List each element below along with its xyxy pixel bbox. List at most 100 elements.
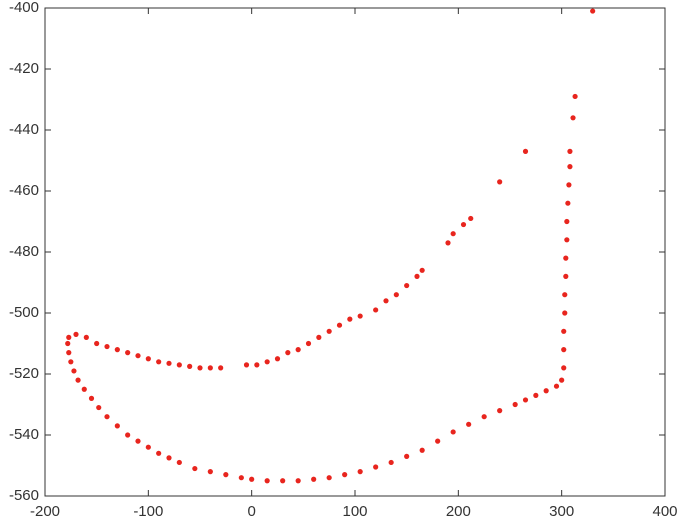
point (218, 365, 224, 371)
point (96, 404, 102, 411)
point (566, 182, 572, 188)
point (83, 334, 89, 340)
point (533, 392, 539, 398)
point (522, 148, 529, 154)
point (176, 362, 182, 368)
point (145, 444, 151, 450)
point (450, 231, 456, 237)
point (522, 397, 529, 403)
point (66, 350, 72, 356)
point (561, 328, 567, 334)
point (135, 438, 141, 444)
x-tick-label: 100 (342, 503, 367, 520)
point (254, 362, 260, 368)
point (497, 179, 503, 185)
point (445, 240, 451, 246)
point (450, 429, 456, 435)
point (373, 307, 379, 313)
point (192, 465, 198, 472)
point (187, 363, 193, 369)
point (223, 472, 229, 478)
point (404, 453, 410, 459)
point (460, 221, 467, 228)
y-tick-label: -500 (9, 304, 39, 321)
point (326, 475, 332, 481)
y-tick-label: -520 (9, 365, 39, 382)
point (466, 421, 472, 427)
point (419, 447, 425, 453)
point (311, 476, 317, 482)
point (561, 365, 567, 371)
point (88, 395, 95, 401)
point (68, 359, 74, 365)
point (197, 365, 203, 371)
point (414, 273, 420, 279)
x-tick-label: 400 (652, 503, 677, 520)
x-tick-label: -100 (133, 503, 163, 520)
point (590, 8, 596, 14)
x-tick-label: 200 (446, 503, 471, 520)
y-tick-label: -460 (9, 182, 39, 199)
point (75, 377, 81, 383)
point (295, 478, 301, 484)
point (561, 347, 567, 353)
point (565, 200, 571, 206)
point (567, 164, 573, 170)
point (383, 298, 389, 304)
point (125, 350, 131, 356)
point (388, 459, 394, 466)
point (66, 334, 72, 340)
point (357, 469, 363, 475)
y-tick-label: -400 (9, 0, 39, 16)
x-tick-label: 0 (247, 503, 255, 520)
point (104, 414, 110, 420)
point (497, 408, 503, 414)
point (543, 388, 549, 394)
point (94, 340, 100, 347)
point (572, 93, 578, 100)
point (114, 347, 120, 353)
point (207, 469, 213, 475)
point (156, 450, 162, 456)
point (65, 340, 71, 347)
point (280, 478, 286, 484)
plot-frame (44, 7, 666, 497)
point (435, 438, 441, 444)
point (559, 377, 565, 383)
x-tick-label: -200 (30, 503, 60, 520)
point (562, 310, 568, 316)
point (357, 313, 363, 319)
point (71, 368, 77, 374)
point (481, 414, 487, 420)
point (207, 365, 213, 371)
point (336, 322, 343, 328)
point (295, 347, 301, 353)
point (166, 455, 172, 461)
y-tick-label: -540 (9, 426, 39, 443)
point (285, 350, 291, 356)
y-tick-label: -420 (9, 60, 39, 77)
point (166, 360, 172, 366)
point (564, 237, 570, 243)
point (563, 255, 569, 261)
point (326, 328, 332, 334)
point (264, 478, 270, 484)
point (553, 383, 560, 389)
point (393, 292, 399, 298)
point (567, 148, 573, 154)
point (114, 423, 120, 429)
point (468, 215, 474, 222)
point (419, 267, 425, 273)
x-tick-label: 300 (549, 503, 574, 520)
point (563, 273, 569, 279)
y-tick-label: -480 (9, 243, 39, 260)
point (104, 343, 110, 350)
point (81, 386, 87, 392)
point (249, 476, 255, 482)
point (404, 282, 410, 289)
point (562, 292, 568, 298)
point (264, 359, 270, 365)
point (125, 432, 131, 438)
point (570, 115, 576, 121)
